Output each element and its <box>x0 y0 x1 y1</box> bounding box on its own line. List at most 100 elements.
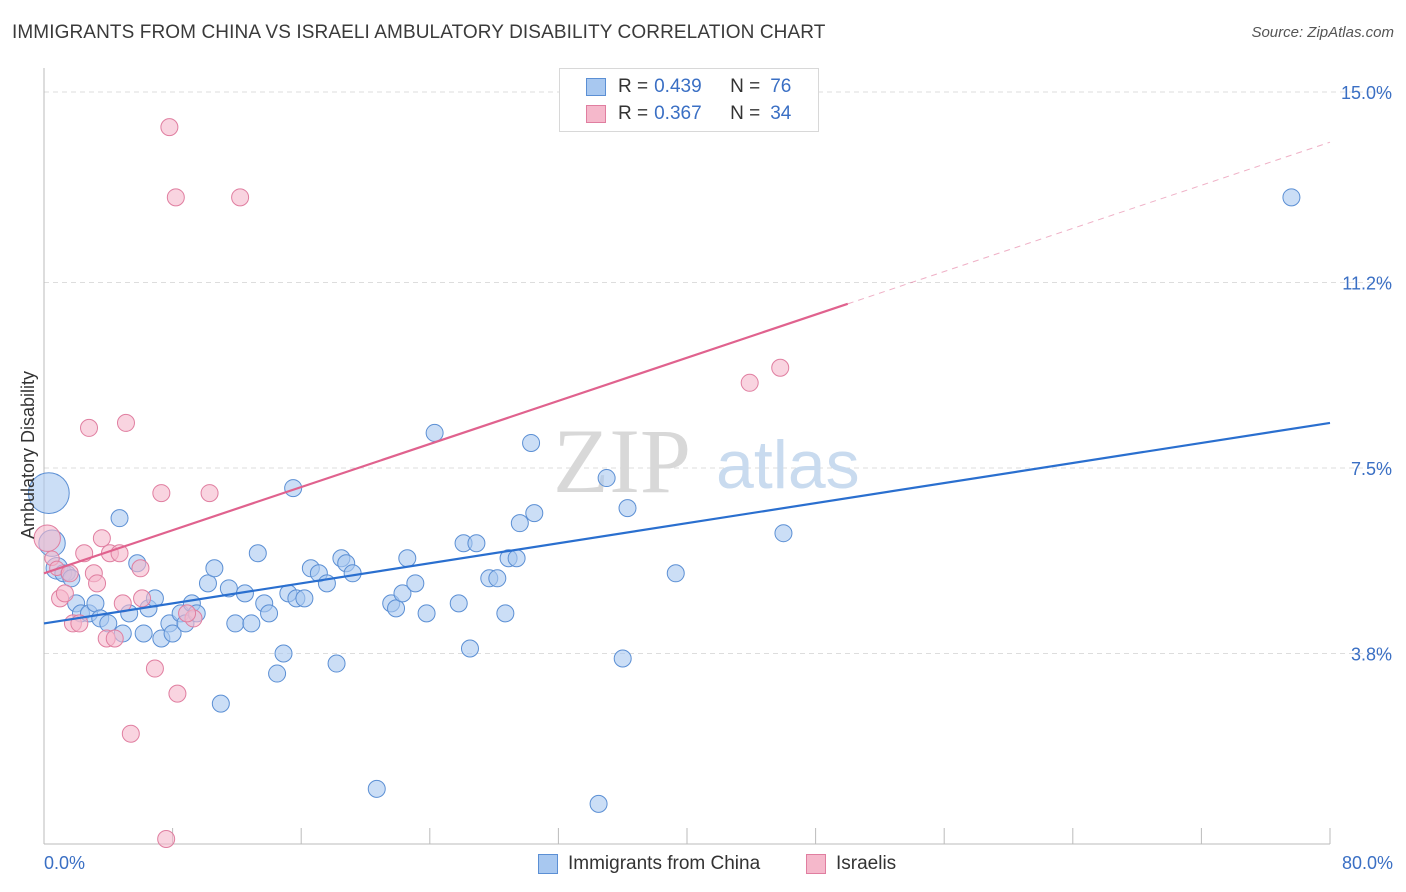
legend-r-value: 0.439 <box>654 76 702 97</box>
gridlines <box>44 91 1392 655</box>
x-tick-label: 0.0% <box>44 853 85 873</box>
israeli-point <box>160 118 179 137</box>
china-point <box>510 514 529 533</box>
trend-line-israelis-projection <box>847 141 1331 305</box>
trend-line-china <box>43 421 1331 625</box>
legend-r-label: R = <box>618 103 649 124</box>
legend-swatch-china <box>586 78 606 96</box>
bottom-legend-israelis: Israelis <box>806 851 896 877</box>
china-point <box>589 794 608 813</box>
legend: R = 0.439 N = 76 R = 0.367 N = 34 <box>559 68 819 132</box>
china-point <box>597 469 616 488</box>
source-label: Source: ZipAtlas.com <box>1251 24 1394 41</box>
china-point <box>449 594 468 613</box>
china-point <box>219 579 238 598</box>
legend-r-value: 0.367 <box>654 103 702 124</box>
israeli-point <box>157 829 176 848</box>
china-point <box>507 549 526 568</box>
israeli-point <box>178 604 197 623</box>
y-axis-label: Ambulatory Disability <box>18 371 38 539</box>
bottom-legend-label-israelis: Israelis <box>836 853 897 874</box>
china-point <box>86 594 105 613</box>
china-point <box>134 624 153 643</box>
china-point <box>99 614 118 633</box>
legend-row-israelis: R = 0.367 N = 34 <box>586 101 791 127</box>
china-point <box>406 574 425 593</box>
trend-lines <box>43 141 1331 625</box>
israeli-point <box>88 574 107 593</box>
israeli-point <box>771 358 790 377</box>
watermark-zip: ZIP <box>553 410 691 512</box>
china-point <box>525 504 544 523</box>
legend-r-label: R = <box>618 76 649 97</box>
china-point <box>367 779 386 798</box>
x-tick-label: 80.0% <box>1342 853 1393 873</box>
china-point <box>211 694 230 713</box>
israeli-point <box>231 188 250 207</box>
legend-n-label: N = <box>730 76 761 97</box>
israeli-point <box>33 524 61 552</box>
israeli-point <box>55 584 74 603</box>
israeli-point <box>152 484 171 503</box>
china-point <box>226 614 245 633</box>
israeli-point <box>168 684 187 703</box>
legend-n-value: 34 <box>770 103 792 124</box>
china-point <box>27 472 70 514</box>
china-point <box>110 509 129 528</box>
bottom-legend-china: Immigrants from China <box>538 851 760 877</box>
axes <box>43 68 1331 845</box>
israeli-points <box>33 118 790 848</box>
china-point <box>1282 188 1301 207</box>
israeli-point <box>121 724 140 743</box>
watermark: ZIP atlas <box>553 410 860 512</box>
legend-n-label: N = <box>730 103 761 124</box>
china-point <box>198 574 217 593</box>
china-point <box>618 499 637 518</box>
israeli-point <box>740 373 759 392</box>
china-point <box>417 604 436 623</box>
chart-title: IMMIGRANTS FROM CHINA VS ISRAELI AMBULAT… <box>12 22 826 43</box>
israeli-point <box>166 188 185 207</box>
bottom-legend-label-china: Immigrants from China <box>568 853 761 874</box>
legend-swatch-israelis <box>586 105 606 123</box>
legend-row-china: R = 0.439 N = 76 <box>586 74 791 100</box>
israeli-point <box>116 413 135 432</box>
china-point <box>488 569 507 588</box>
trend-line-israelis <box>43 302 849 575</box>
y-tick-label: 11.2% <box>1342 274 1392 294</box>
china-point <box>248 544 267 563</box>
china-point <box>460 639 479 658</box>
china-point <box>387 599 406 618</box>
china-point <box>393 584 412 603</box>
israeli-point <box>80 418 99 437</box>
china-point <box>467 534 486 553</box>
china-point <box>666 564 685 583</box>
watermark-atlas: atlas <box>716 427 860 503</box>
china-point <box>260 604 279 623</box>
china-point <box>242 614 261 633</box>
israeli-point <box>145 659 164 678</box>
israeli-point <box>200 484 219 503</box>
china-point <box>613 649 632 668</box>
bottom-legend-swatch-israelis <box>806 854 826 874</box>
china-point <box>295 589 314 608</box>
china-point <box>327 654 346 673</box>
china-point <box>425 423 444 442</box>
israeli-point <box>92 529 111 548</box>
china-point <box>274 644 293 663</box>
israeli-point <box>105 629 124 648</box>
china-point <box>774 524 793 543</box>
tick-labels: 3.8% 7.5% 11.2% 15.0% 0.0% 80.0% <box>44 83 1393 873</box>
israeli-point <box>131 559 150 578</box>
y-tick-label: 15.0% <box>1341 83 1392 103</box>
china-point <box>205 559 224 578</box>
china-point <box>522 433 541 452</box>
china-point <box>163 624 182 643</box>
china-point <box>496 604 515 623</box>
china-point <box>398 549 417 568</box>
y-tick-label: 3.8% <box>1351 645 1392 665</box>
bottom-legend-swatch-china <box>538 854 558 874</box>
china-point <box>268 664 287 683</box>
legend-n-value: 76 <box>770 76 792 97</box>
